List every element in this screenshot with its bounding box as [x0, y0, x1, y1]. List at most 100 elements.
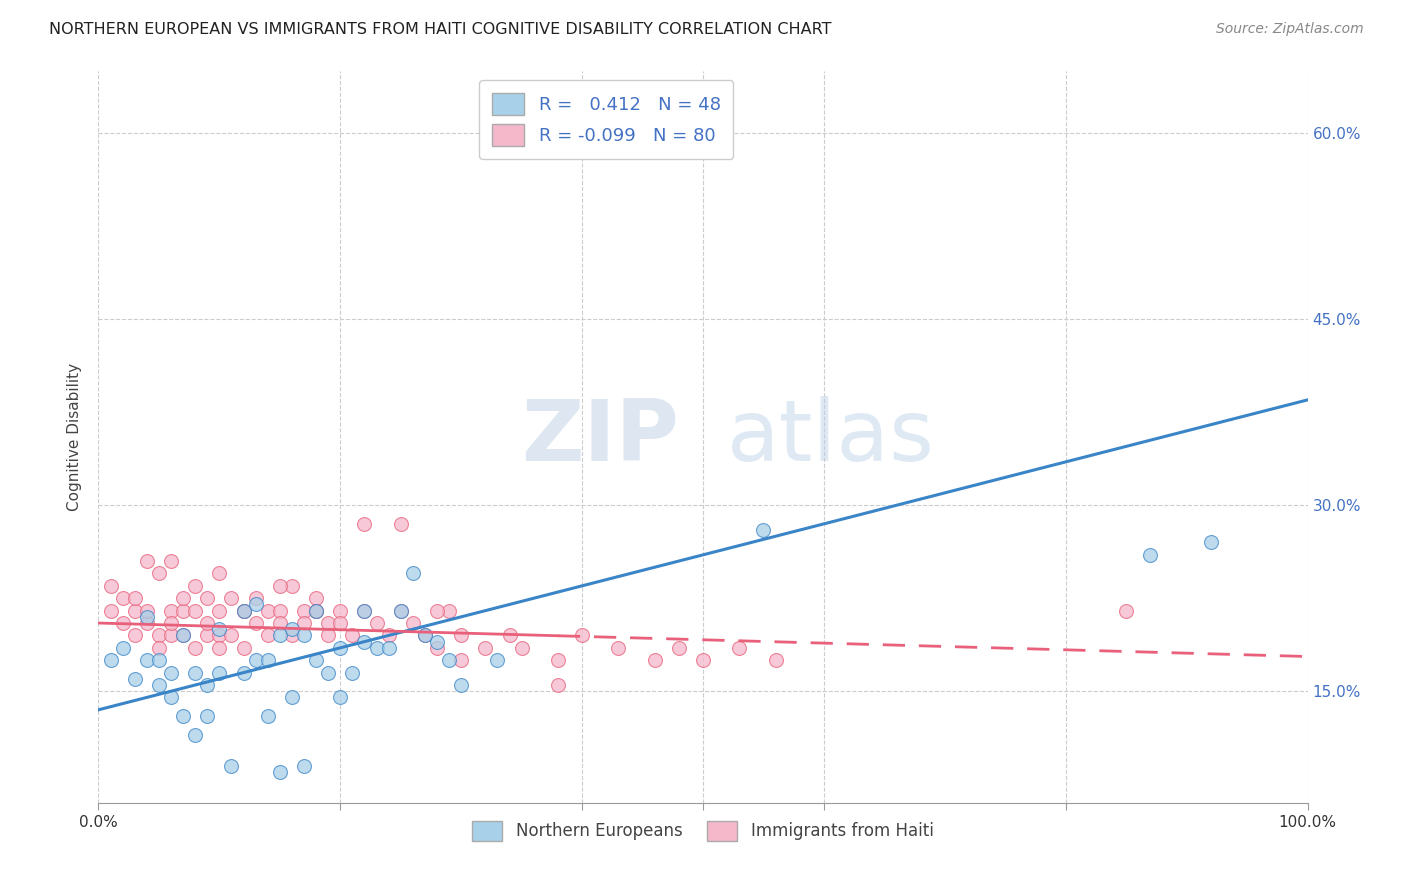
Point — [135, 610, 157, 624]
Point — [305, 591, 328, 606]
Point — [256, 709, 278, 723]
Point — [160, 690, 183, 705]
Point — [100, 604, 122, 618]
Point — [148, 628, 170, 642]
Point — [245, 615, 267, 630]
Point — [135, 615, 157, 630]
Point — [389, 604, 412, 618]
Point — [148, 566, 170, 581]
Point — [148, 653, 170, 667]
Point — [752, 523, 775, 537]
Point — [269, 579, 291, 593]
Point — [1115, 604, 1137, 618]
Point — [195, 709, 218, 723]
Point — [100, 653, 122, 667]
Point — [329, 690, 352, 705]
Point — [353, 516, 375, 531]
Point — [305, 653, 328, 667]
Point — [377, 640, 399, 655]
Point — [124, 591, 146, 606]
Legend: Northern Europeans, Immigrants from Haiti: Northern Europeans, Immigrants from Hait… — [464, 813, 942, 849]
Point — [160, 665, 183, 680]
Point — [160, 615, 183, 630]
Point — [342, 628, 364, 642]
Point — [124, 604, 146, 618]
Point — [765, 653, 787, 667]
Point — [208, 640, 231, 655]
Point — [316, 628, 339, 642]
Point — [281, 622, 304, 636]
Point — [269, 628, 291, 642]
Point — [184, 604, 207, 618]
Point — [547, 678, 569, 692]
Point — [256, 653, 278, 667]
Point — [208, 604, 231, 618]
Point — [1199, 535, 1222, 549]
Point — [269, 764, 291, 779]
Point — [221, 591, 243, 606]
Point — [389, 516, 412, 531]
Point — [450, 678, 472, 692]
Point — [256, 604, 278, 618]
Point — [160, 554, 183, 568]
Point — [366, 615, 388, 630]
Point — [184, 640, 207, 655]
Point — [389, 604, 412, 618]
Point — [450, 628, 472, 642]
Point — [135, 653, 157, 667]
Point — [245, 653, 267, 667]
Point — [316, 665, 339, 680]
Point — [486, 653, 509, 667]
Point — [292, 615, 315, 630]
Point — [292, 758, 315, 772]
Point — [728, 640, 751, 655]
Point — [195, 591, 218, 606]
Point — [195, 678, 218, 692]
Point — [292, 628, 315, 642]
Point — [474, 640, 496, 655]
Point — [111, 615, 134, 630]
Point — [195, 615, 218, 630]
Point — [232, 604, 254, 618]
Y-axis label: Cognitive Disability: Cognitive Disability — [67, 363, 83, 511]
Point — [135, 554, 157, 568]
Point — [148, 640, 170, 655]
Point — [160, 628, 183, 642]
Point — [305, 604, 328, 618]
Point — [329, 604, 352, 618]
Point — [232, 604, 254, 618]
Point — [547, 653, 569, 667]
Point — [450, 653, 472, 667]
Point — [172, 628, 194, 642]
Point — [124, 628, 146, 642]
Point — [256, 628, 278, 642]
Point — [269, 615, 291, 630]
Point — [184, 665, 207, 680]
Point — [377, 628, 399, 642]
Point — [172, 591, 194, 606]
Text: NORTHERN EUROPEAN VS IMMIGRANTS FROM HAITI COGNITIVE DISABILITY CORRELATION CHAR: NORTHERN EUROPEAN VS IMMIGRANTS FROM HAI… — [49, 22, 832, 37]
Point — [498, 628, 520, 642]
Point — [281, 628, 304, 642]
Point — [269, 604, 291, 618]
Point — [232, 640, 254, 655]
Text: Source: ZipAtlas.com: Source: ZipAtlas.com — [1216, 22, 1364, 37]
Point — [426, 604, 449, 618]
Point — [148, 678, 170, 692]
Point — [510, 640, 533, 655]
Point — [100, 579, 122, 593]
Point — [281, 690, 304, 705]
Point — [111, 640, 134, 655]
Point — [353, 604, 375, 618]
Point — [1139, 548, 1161, 562]
Point — [426, 640, 449, 655]
Point — [342, 665, 364, 680]
Point — [329, 640, 352, 655]
Point — [172, 628, 194, 642]
Point — [305, 604, 328, 618]
Point — [413, 628, 436, 642]
Point — [172, 604, 194, 618]
Point — [281, 579, 304, 593]
Point — [245, 591, 267, 606]
Point — [184, 579, 207, 593]
